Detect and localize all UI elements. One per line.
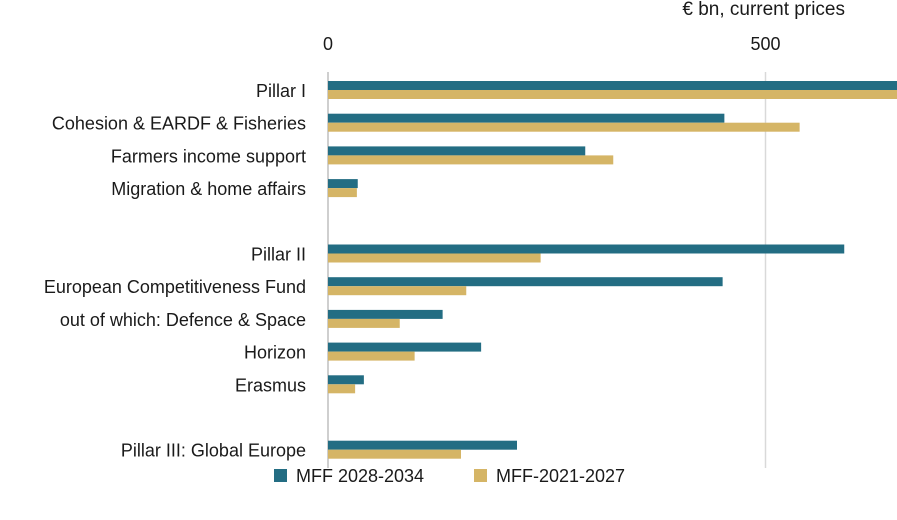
bar-series-0 [328,113,725,123]
x-tick-label: 500 [750,34,780,54]
legend: MFF 2028-2034 MFF-2021-2027 [274,466,625,486]
bar-series-1 [328,318,400,328]
x-axis-ticks: 05001000 [323,34,781,54]
gridlines [327,72,767,468]
category-label: European Competitiveness Fund [44,277,306,297]
category-labels: Pillar I Cohesion & EARDF & Fisheries Farm… [44,81,306,461]
bar-series-0 [328,375,364,385]
bar-series-0 [328,309,443,319]
bar-series-0 [328,81,897,90]
bar-series-1 [328,188,357,198]
bar-series-1 [328,286,467,296]
category-label: Pillar II [251,245,306,265]
category-label: Farmers income support [111,146,306,166]
category-label: Pillar III: Global Europe [121,441,306,461]
category-label: Erasmus [235,375,306,395]
bar-series-1 [328,122,800,132]
bar-series-0 [328,179,358,189]
bars [328,81,897,459]
bar-series-1 [328,384,356,394]
legend-label-1: MFF-2021-2027 [496,466,625,486]
unit-label: € bn, current prices [682,0,845,20]
legend-swatch-0 [274,469,287,482]
bar-series-1 [328,155,614,165]
legend-label-0: MFF 2028-2034 [296,466,424,486]
bar-series-0 [328,146,586,156]
bar-series-1 [328,351,415,361]
x-tick-label: 0 [323,34,333,54]
bar-series-0 [328,342,482,352]
bar-series-1 [328,253,541,263]
bar-series-1 [328,449,461,459]
category-label: Cohesion & EARDF & Fisheries [52,114,306,134]
category-label: out of which: Defence & Space [60,310,306,330]
category-label: Horizon [244,343,306,363]
bar-series-0 [328,277,723,287]
bar-series-1 [328,90,897,99]
legend-swatch-1 [474,469,487,482]
bar-series-0 [328,440,517,450]
category-label: Pillar I [256,81,306,101]
category-label: Migration & home affairs [111,179,306,199]
bar-series-0 [328,244,845,254]
